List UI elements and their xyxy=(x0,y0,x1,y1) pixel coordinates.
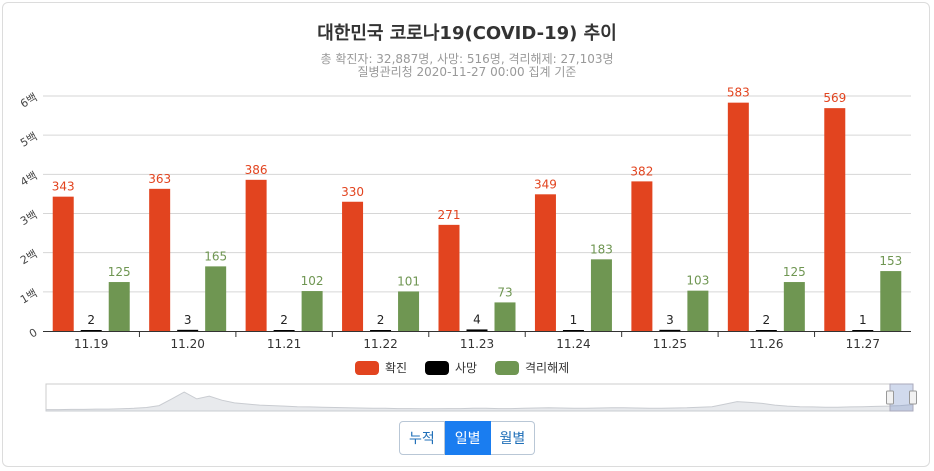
x-tick-label: 11.24 xyxy=(556,337,590,351)
chart-subtitle-line2: 질병관리청 2020-11-27 00:00 집계 기준 xyxy=(358,65,577,79)
legend-label-0: 확진 xyxy=(385,361,407,375)
bar-격리해제-11.24 xyxy=(590,259,612,331)
data-label: 583 xyxy=(727,86,750,100)
x-tick-label: 11.19 xyxy=(74,337,108,351)
bar-사망-11.26 xyxy=(755,330,777,331)
data-label: 343 xyxy=(52,180,75,194)
data-label: 183 xyxy=(590,242,613,256)
legend-label-2: 격리해제 xyxy=(525,361,569,375)
bar-확진-11.22 xyxy=(342,201,364,331)
data-label: 1 xyxy=(570,313,578,327)
x-tick-label: 11.21 xyxy=(267,337,301,351)
data-label: 102 xyxy=(301,274,324,288)
data-label: 125 xyxy=(783,265,806,279)
data-label: 73 xyxy=(497,285,512,299)
bar-확진-11.21 xyxy=(245,179,267,331)
legend-label-1: 사망 xyxy=(455,361,477,375)
bar-격리해제-11.20 xyxy=(205,266,227,331)
bar-확진-11.20 xyxy=(149,188,171,331)
x-tick-label: 11.22 xyxy=(363,337,397,351)
y-tick-label: 1백 xyxy=(18,287,39,307)
data-label: 3 xyxy=(184,313,192,327)
bar-확진-11.19 xyxy=(52,196,74,331)
data-label: 569 xyxy=(823,91,846,105)
data-label: 2 xyxy=(763,313,771,327)
view-mode-buttons: 누적 일별 월별 xyxy=(399,421,536,455)
y-tick-label: 2백 xyxy=(18,247,39,267)
bar-사망-11.21 xyxy=(273,330,295,331)
x-tick-label: 11.20 xyxy=(170,337,204,351)
bar-확진-11.23 xyxy=(438,224,460,331)
legend-swatch-2 xyxy=(495,361,519,375)
data-label: 103 xyxy=(686,274,709,288)
chart-title: 대한민국 코로나19(COVID-19) 추이 xyxy=(317,23,617,44)
y-tick-label: 5백 xyxy=(18,130,39,150)
monthly-button[interactable]: 월별 xyxy=(490,421,536,455)
y-tick-label: 3백 xyxy=(18,208,39,228)
cumulative-button[interactable]: 누적 xyxy=(399,421,445,455)
bar-격리해제-11.26 xyxy=(783,282,805,331)
data-label: 4 xyxy=(473,312,481,326)
data-label: 363 xyxy=(148,172,171,186)
data-label: 1 xyxy=(859,313,867,327)
bars: 343 2 125 363 3 165 386 2 102 330 2 101 271 4 73 349 1 18… xyxy=(52,86,902,332)
data-label: 3 xyxy=(666,313,674,327)
gridlines xyxy=(43,95,911,293)
bar-격리해제-11.21 xyxy=(301,291,323,331)
data-label: 2 xyxy=(377,313,385,327)
legend-swatch-0 xyxy=(355,361,379,375)
bar-격리해제-11.19 xyxy=(108,282,130,331)
bar-확진-11.25 xyxy=(631,181,653,331)
data-label: 153 xyxy=(879,254,902,268)
data-label: 2 xyxy=(87,313,95,327)
data-label: 382 xyxy=(630,164,653,178)
bar-사망-11.22 xyxy=(370,330,392,331)
data-label: 386 xyxy=(245,163,268,177)
navigator-handle-0 xyxy=(886,390,894,405)
bar-격리해제-11.22 xyxy=(398,291,420,331)
x-tick-label: 11.26 xyxy=(749,337,783,351)
bar-격리해제-11.27 xyxy=(880,271,902,331)
bar-사망-11.23 xyxy=(466,329,488,331)
y-tick-label: 6백 xyxy=(18,91,39,111)
legend: 확진 사망 격리해제 xyxy=(355,361,569,375)
data-label: 330 xyxy=(341,185,364,199)
x-tick-label: 11.27 xyxy=(846,337,880,351)
bar-사망-11.19 xyxy=(80,330,102,331)
navigator[interactable] xyxy=(45,383,917,412)
chart-subtitle-line1: 총 확진자: 32,887명, 사망: 516명, 격리해제: 27,103명 xyxy=(320,52,613,66)
bar-격리해제-11.23 xyxy=(494,302,516,331)
data-label: 125 xyxy=(108,265,131,279)
bar-확진-11.24 xyxy=(534,194,556,331)
bar-확진-11.26 xyxy=(727,102,749,332)
data-label: 101 xyxy=(397,274,420,288)
daily-button[interactable]: 일별 xyxy=(444,421,491,455)
data-label: 349 xyxy=(534,177,557,191)
bar-사망-11.27 xyxy=(852,330,874,331)
legend-swatch-1 xyxy=(425,361,449,375)
data-label: 165 xyxy=(204,249,227,263)
bar-사망-11.25 xyxy=(659,329,681,331)
navigator-series xyxy=(45,391,914,412)
navigator-handle-1 xyxy=(909,390,917,405)
bar-확진-11.27 xyxy=(824,108,846,332)
x-tick-label: 11.25 xyxy=(653,337,687,351)
x-tick-label: 11.23 xyxy=(460,337,494,351)
y-tick-label: 0 xyxy=(27,326,40,341)
bar-사망-11.24 xyxy=(562,330,584,331)
data-label: 2 xyxy=(280,313,288,327)
y-tick-label: 4백 xyxy=(18,169,39,189)
bar-사망-11.20 xyxy=(177,329,199,331)
data-label: 271 xyxy=(438,208,461,222)
bar-격리해제-11.25 xyxy=(687,290,709,331)
